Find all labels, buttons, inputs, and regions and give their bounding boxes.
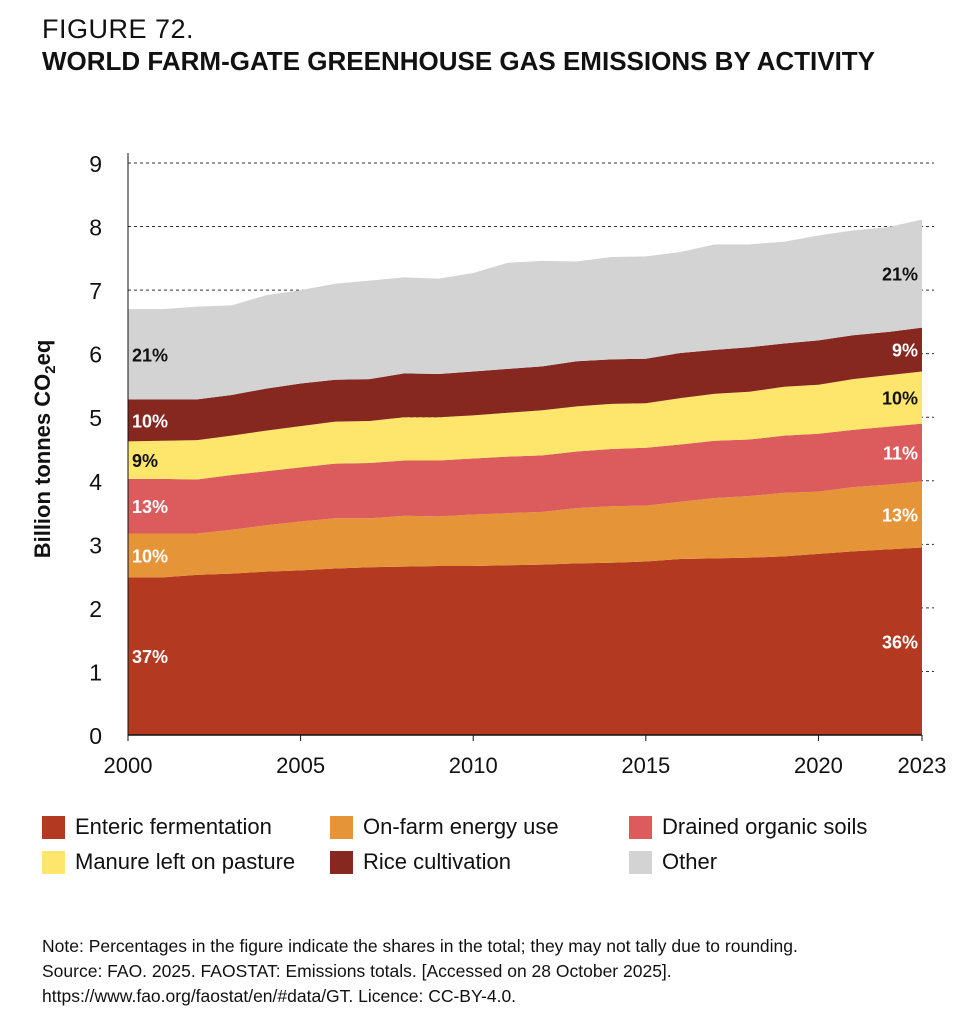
legend-label: Enteric fermentation <box>75 814 272 839</box>
legend-label: Drained organic soils <box>662 814 868 839</box>
note-text: Note: Percentages in the figure indicate… <box>42 936 798 956</box>
legend-swatch <box>629 850 652 874</box>
legend-swatch <box>42 815 65 839</box>
y-tick-label: 7 <box>89 278 102 304</box>
area-manure-left-on-pasture <box>128 371 922 480</box>
area-other <box>128 219 922 400</box>
y-axis-label-main: Billion tonnes CO <box>30 374 55 559</box>
legend-item: Manure left on pasture <box>42 849 295 875</box>
x-tick-label: 2010 <box>449 753 498 778</box>
share-label-2000: 13% <box>132 497 168 517</box>
source-text: Source: FAO. 2025. FAOSTAT: Emissions to… <box>42 961 672 981</box>
y-tick-label: 6 <box>89 342 102 368</box>
share-label-2023: 9% <box>892 341 918 361</box>
y-tick-label: 9 <box>89 151 102 177</box>
area-enteric-fermentation <box>128 547 922 735</box>
y-tick-label: 5 <box>89 405 102 431</box>
x-tick-label: 2023 <box>898 753 947 778</box>
area-on-farm-energy-use <box>128 481 922 578</box>
legend-swatch <box>629 815 652 839</box>
share-label-2000: 10% <box>132 411 168 431</box>
chart-title: WORLD FARM-GATE GREENHOUSE GAS EMISSIONS… <box>42 46 876 76</box>
area-rice-cultivation <box>128 327 922 442</box>
legend-label: On-farm energy use <box>363 814 559 839</box>
legend-item: Rice cultivation <box>330 849 511 875</box>
share-label-2000: 10% <box>132 546 168 566</box>
share-label-2023: 13% <box>882 505 918 525</box>
legend-swatch <box>330 815 353 839</box>
y-axis-label-tail: eq <box>30 340 55 366</box>
share-label-2023: 11% <box>883 443 918 463</box>
y-axis-label-sub: 2 <box>42 365 59 373</box>
share-label-2023: 21% <box>882 265 918 285</box>
legend-swatch <box>330 850 353 874</box>
legend-item: Drained organic soils <box>629 814 867 840</box>
y-tick-label: 8 <box>89 215 102 241</box>
stacked-area-chart: 0 1 2 3 4 5 6 7 8 9 37% 36% 10% 13% 13% 11% 9% 10% 10% 9% 21… <box>30 151 947 778</box>
y-axis-label: Billion tonnes CO2eq <box>30 340 59 559</box>
y-tick-label: 3 <box>89 532 102 558</box>
share-label-2000: 21% <box>132 345 168 365</box>
x-tick-label: 2005 <box>276 753 325 778</box>
y-tick-label: 4 <box>89 469 102 495</box>
share-label-2023: 36% <box>882 632 918 652</box>
share-label-2023: 10% <box>882 389 918 409</box>
y-tick-label: 0 <box>89 723 102 749</box>
x-tick-label: 2020 <box>794 753 843 778</box>
legend-item: Enteric fermentation <box>42 814 272 840</box>
legend-label: Other <box>662 849 718 874</box>
legend-label: Manure left on pasture <box>75 849 296 874</box>
y-tick-label: 1 <box>89 659 102 685</box>
figure-number: FIGURE 72. <box>42 14 195 44</box>
legend-swatch <box>42 850 65 874</box>
y-tick-label: 2 <box>89 596 102 622</box>
legend-item: On-farm energy use <box>330 814 559 840</box>
legend-item: Other <box>629 849 717 875</box>
source-url: https://www.fao.org/faostat/en/#data/GT.… <box>42 986 517 1006</box>
share-label-2000: 9% <box>132 451 158 471</box>
note: Note: Percentages in the figure indicate… <box>42 934 798 1009</box>
area-drained-organic-soils <box>128 423 922 534</box>
x-tick-label: 2015 <box>621 753 670 778</box>
x-tick-label: 2000 <box>104 753 153 778</box>
share-label-2000: 37% <box>132 647 168 667</box>
legend-label: Rice cultivation <box>363 849 511 874</box>
